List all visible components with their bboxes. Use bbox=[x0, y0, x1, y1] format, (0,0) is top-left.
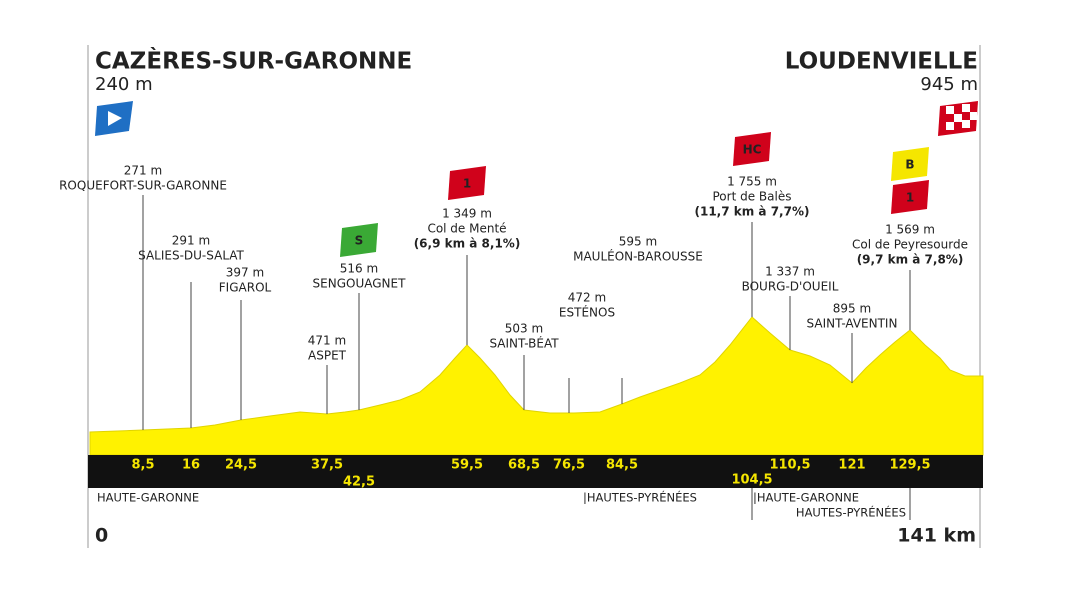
climb-badge bbox=[448, 166, 486, 200]
waypoint-name: Col de Peyresourde bbox=[852, 238, 968, 252]
region-label: |HAUTES-PYRÉNÉES bbox=[583, 490, 697, 505]
climb-badge bbox=[340, 223, 378, 257]
waypoint-altitude: 397 m bbox=[226, 266, 264, 280]
climb-badge bbox=[891, 180, 929, 214]
waypoint-name: SALIES-DU-SALAT bbox=[138, 249, 244, 263]
waypoint-altitude: 1 349 m bbox=[442, 207, 492, 221]
km-label: 24,5 bbox=[225, 458, 257, 473]
finish-flag bbox=[938, 101, 978, 136]
distance-band bbox=[88, 455, 983, 488]
waypoint-name: ASPET bbox=[308, 349, 347, 363]
waypoint-altitude: 1 755 m bbox=[727, 175, 777, 189]
waypoint-name: ESTÉNOS bbox=[559, 305, 615, 320]
km-label: 68,5 bbox=[508, 458, 540, 473]
climb-badge bbox=[733, 132, 771, 166]
waypoint-altitude: 595 m bbox=[619, 235, 657, 249]
km-label: 76,5 bbox=[553, 458, 585, 473]
climb-badge-label: 1 bbox=[463, 177, 471, 191]
region-label: HAUTE-GARONNE bbox=[97, 491, 199, 505]
waypoint-altitude: 271 m bbox=[124, 164, 162, 178]
distance-start: 0 bbox=[95, 525, 108, 547]
km-label: 110,5 bbox=[769, 458, 810, 473]
climb-info: (6,9 km à 8,1%) bbox=[414, 237, 521, 251]
waypoint-name: Col de Menté bbox=[427, 222, 506, 236]
climb-badge-label: 1 bbox=[906, 191, 914, 205]
km-label: 129,5 bbox=[889, 458, 930, 473]
waypoint-altitude: 291 m bbox=[172, 234, 210, 248]
km-label: 59,5 bbox=[451, 458, 483, 473]
start-name: CAZÈRES-SUR-GARONNE bbox=[95, 47, 412, 75]
waypoint-name: Port de Balès bbox=[713, 190, 792, 204]
km-label: 42,5 bbox=[343, 475, 375, 490]
waypoint-altitude: 503 m bbox=[505, 322, 543, 336]
waypoint-altitude: 472 m bbox=[568, 291, 606, 305]
waypoint-altitude: 516 m bbox=[340, 262, 378, 276]
waypoint-altitude: 1 569 m bbox=[885, 223, 935, 237]
waypoint-altitude: 471 m bbox=[308, 334, 346, 348]
waypoint-name: SENGOUAGNET bbox=[313, 277, 407, 291]
climb-badge-label: B bbox=[905, 158, 914, 172]
finish-name: LOUDENVIELLE bbox=[785, 49, 978, 75]
climb-badge-label: S bbox=[355, 234, 364, 248]
region-label: HAUTES-PYRÉNÉES bbox=[796, 505, 906, 520]
waypoint-altitude: 895 m bbox=[833, 302, 871, 316]
climb-badge-label: HC bbox=[743, 143, 762, 157]
elevation-profile bbox=[89, 316, 984, 456]
km-label: 104,5 bbox=[731, 473, 772, 488]
km-label: 121 bbox=[838, 458, 865, 473]
waypoint-name: MAULÉON-BAROUSSE bbox=[573, 249, 703, 264]
region-label: |HAUTE-GARONNE bbox=[753, 491, 859, 505]
waypoint-altitude: 1 337 m bbox=[765, 265, 815, 279]
climb-info: (9,7 km à 7,8%) bbox=[857, 253, 964, 267]
finish-altitude: 945 m bbox=[920, 74, 978, 95]
km-label: 37,5 bbox=[311, 458, 343, 473]
climb-info: (11,7 km à 7,7%) bbox=[695, 205, 810, 219]
distance-end: 141 km bbox=[897, 525, 976, 547]
waypoint-name: BOURG-D'OUEIL bbox=[742, 280, 839, 294]
km-label: 16 bbox=[182, 458, 200, 473]
start-altitude: 240 m bbox=[95, 74, 153, 95]
waypoint-name: ROQUEFORT-SUR-GARONNE bbox=[59, 179, 227, 193]
waypoint-name: FIGAROL bbox=[219, 281, 272, 295]
climb-badge bbox=[891, 147, 929, 181]
waypoint-name: SAINT-BÉAT bbox=[489, 336, 559, 351]
km-label: 84,5 bbox=[606, 458, 638, 473]
km-label: 8,5 bbox=[131, 458, 154, 473]
waypoint-name: SAINT-AVENTIN bbox=[807, 317, 898, 331]
start-flag-arrow bbox=[108, 111, 122, 126]
